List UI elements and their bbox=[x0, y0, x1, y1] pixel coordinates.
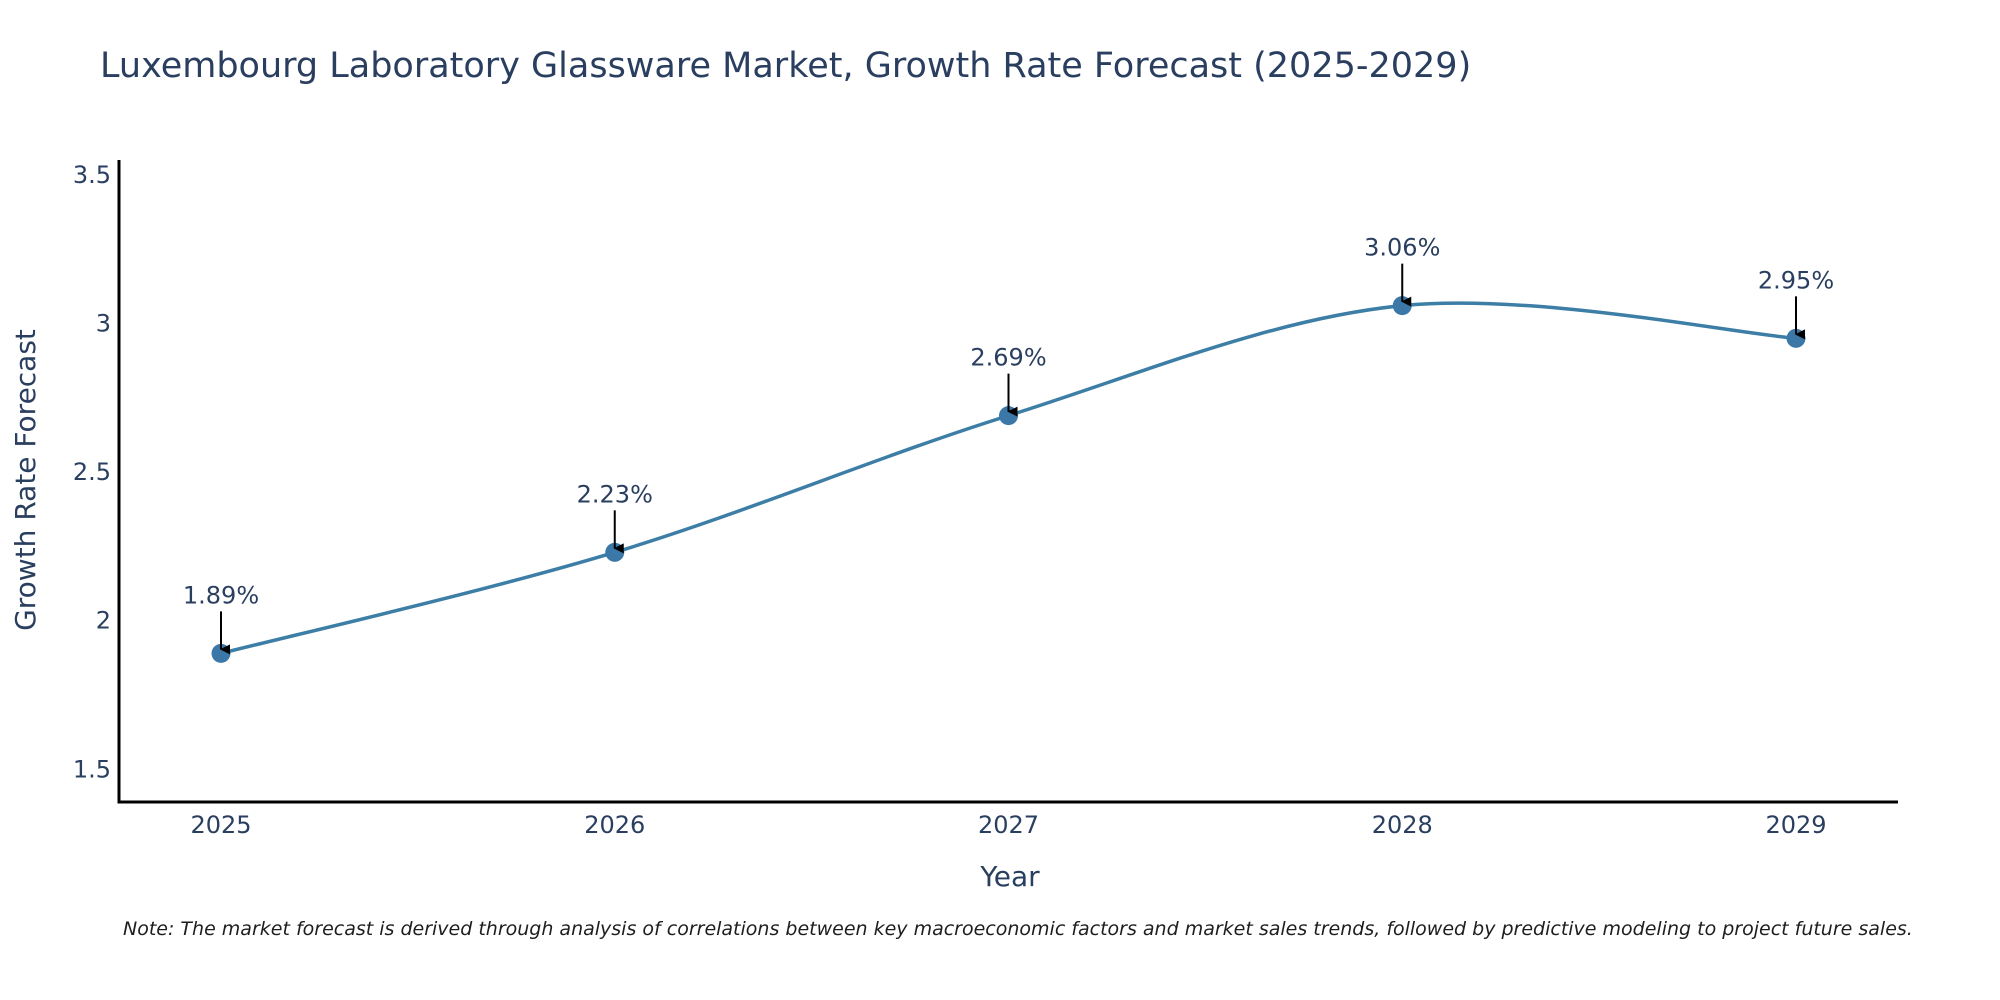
axes: 1.5 2 2.5 3 3.5 2025 2026 2027 2028 2029 bbox=[73, 160, 1898, 839]
x-tick-label: 2028 bbox=[1372, 811, 1433, 839]
data-labels-layer: 1.89% 2.23% 2.69% 3.06% 2.95% bbox=[183, 234, 1834, 655]
y-tick-label: 3.5 bbox=[73, 161, 111, 189]
data-label: 2.23% bbox=[577, 480, 653, 508]
y-axis-title: Growth Rate Forecast bbox=[9, 329, 42, 631]
x-tick-label: 2026 bbox=[584, 811, 645, 839]
data-label: 2.95% bbox=[1758, 266, 1834, 294]
x-tick-label: 2029 bbox=[1765, 811, 1826, 839]
data-label: 3.06% bbox=[1364, 234, 1440, 262]
data-label: 1.89% bbox=[183, 581, 259, 609]
x-axis-title: Year bbox=[979, 860, 1040, 893]
x-tick-label: 2025 bbox=[190, 811, 251, 839]
y-tick-label: 3 bbox=[96, 309, 111, 337]
y-tick-label: 2 bbox=[96, 607, 111, 635]
y-tick-label: 1.5 bbox=[73, 755, 111, 783]
y-tick-label: 2.5 bbox=[73, 458, 111, 486]
data-label: 2.69% bbox=[970, 344, 1046, 372]
chart-note: Note: The market forecast is derived thr… bbox=[123, 918, 1913, 940]
x-tick-label: 2027 bbox=[978, 811, 1039, 839]
chart-title: Luxembourg Laboratory Glassware Market, … bbox=[100, 46, 1472, 86]
